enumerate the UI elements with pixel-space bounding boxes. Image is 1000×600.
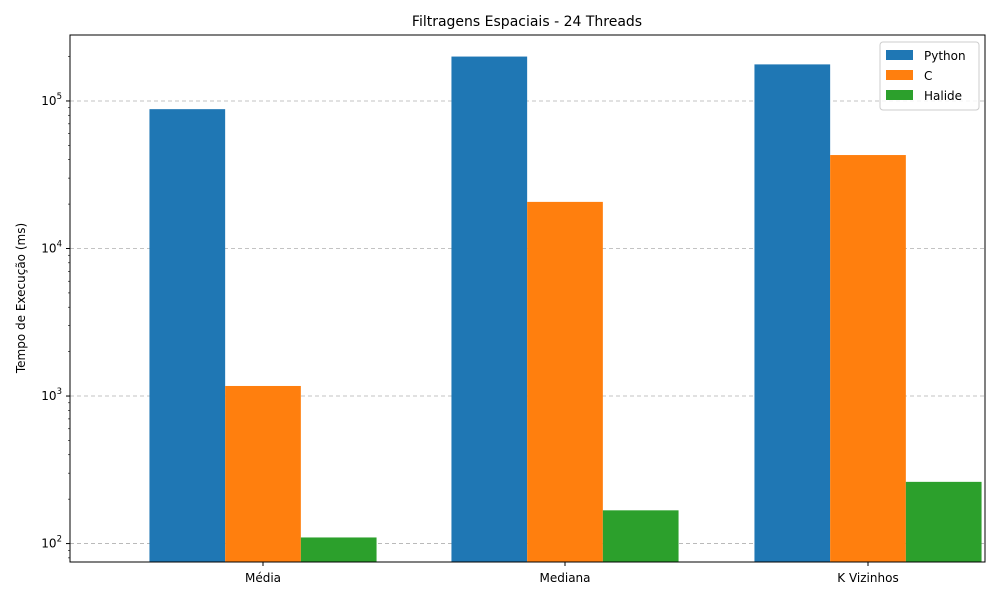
- bar-python-1: [149, 109, 226, 563]
- legend-swatch: [886, 90, 913, 100]
- bars: [149, 56, 982, 563]
- legend-swatch: [886, 70, 913, 80]
- bar-c-3: [830, 155, 906, 562]
- x-tick-label: K Vizinhos: [837, 571, 898, 585]
- bar-halide-2: [602, 510, 679, 562]
- plot-frame: [69, 34, 986, 563]
- legend-label: Halide: [924, 89, 962, 103]
- legend: Python C Halide: [879, 41, 980, 111]
- bar-c-1: [225, 385, 301, 562]
- x-tick-label: Média: [245, 571, 281, 585]
- bar-c-2: [527, 201, 603, 562]
- y-ticks: 102 103 104 105: [41, 56, 70, 559]
- x-ticks: Média Mediana K Vizinhos: [245, 562, 899, 585]
- y-tick-label: 104: [41, 240, 62, 256]
- y-tick-label: 103: [41, 387, 62, 403]
- y-tick-label: 102: [41, 535, 62, 551]
- y-axis-label: Tempo de Execução (ms): [14, 223, 28, 374]
- legend-label: C: [924, 69, 932, 83]
- y-tick-label: 105: [41, 92, 62, 108]
- chart-title: Filtragens Espaciais - 24 Threads: [412, 14, 642, 30]
- x-tick-label: Mediana: [540, 571, 591, 585]
- bar-halide-3: [905, 481, 982, 562]
- bar-python-2: [451, 56, 528, 562]
- bar-halide-1: [300, 537, 377, 562]
- legend-label: Python: [924, 49, 966, 63]
- bar-python-3: [754, 64, 831, 563]
- legend-swatch: [886, 50, 913, 60]
